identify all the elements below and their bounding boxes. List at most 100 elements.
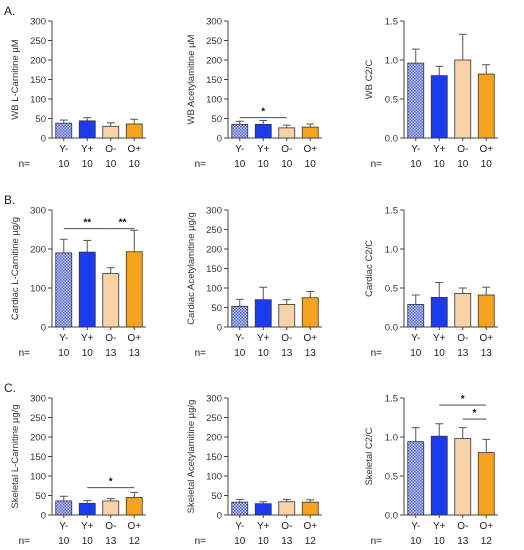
y-axis-label: WB Acetylamitine µM xyxy=(186,34,197,124)
y-tick-label: 1.0 xyxy=(385,433,398,444)
chart-panel: 0.0 0.5 1.0 1.5 WB C2/C Y- 10 Y+ 10 O- 10 O+ 10 n= xyxy=(364,17,498,170)
bar xyxy=(301,297,319,328)
y-axis-label: Cardiac Acetylamitine µg/g xyxy=(186,212,197,325)
bar xyxy=(477,294,495,328)
y-tick-label: 150 xyxy=(30,452,46,463)
x-tick-label: O+ xyxy=(127,144,141,155)
n-value-label: 13 xyxy=(105,536,117,547)
panel-label-b: B. xyxy=(4,193,16,207)
significance-label: ** xyxy=(119,218,127,229)
n-value-label: 10 xyxy=(434,536,446,547)
significance-label: ** xyxy=(83,218,91,229)
bar xyxy=(102,500,120,516)
y-tick-label: 100 xyxy=(206,472,222,483)
x-tick-label: Y- xyxy=(235,333,244,344)
n-value-label: 13 xyxy=(129,348,141,359)
n-prefix-label: n= xyxy=(195,159,207,170)
y-tick-label: 200 xyxy=(30,433,46,444)
x-tick-label: O- xyxy=(105,521,116,532)
bar xyxy=(301,126,319,139)
panel-label-c: C. xyxy=(4,381,16,395)
y-tick-label: 300 xyxy=(206,17,222,28)
x-tick-label: O- xyxy=(457,521,468,532)
y-tick-label: 150 xyxy=(206,452,222,463)
y-axis-label: WB C2/C xyxy=(364,60,375,100)
x-tick-label: Y- xyxy=(235,144,244,155)
x-tick-label: Y- xyxy=(235,521,244,532)
y-axis-label: Cardiac L-Carnitine µg/g xyxy=(10,217,21,320)
x-tick-label: O+ xyxy=(127,521,141,532)
bar xyxy=(407,303,425,328)
bar xyxy=(125,251,143,328)
bar xyxy=(125,123,143,139)
y-tick-label: 100 xyxy=(30,284,46,295)
n-value-label: 10 xyxy=(305,159,317,170)
n-value-label: 10 xyxy=(234,159,246,170)
x-tick-label: O+ xyxy=(479,144,493,155)
n-value-label: 10 xyxy=(105,159,117,170)
bar xyxy=(430,296,448,328)
chart-panel: 0 50 100 150 200 250 300 WB L-Carnitine µM Y- 10 Y… xyxy=(10,17,146,170)
n-prefix-label: n= xyxy=(195,348,207,359)
y-tick-label: 0 xyxy=(217,134,222,145)
x-tick-label: Y+ xyxy=(433,333,446,344)
y-tick-label: 200 xyxy=(206,56,222,67)
chart-panel: 0 50 100 150 200 250 300 WB Acetylamitine µM Y- 1… xyxy=(186,17,322,170)
bar xyxy=(454,438,472,516)
n-value-label: 10 xyxy=(410,159,422,170)
bar xyxy=(454,293,472,328)
y-tick-label: 200 xyxy=(206,433,222,444)
bar xyxy=(301,501,319,516)
y-tick-label: 250 xyxy=(206,225,222,236)
n-value-label: 10 xyxy=(82,536,94,547)
y-tick-label: 0 xyxy=(41,323,46,334)
significance-label: * xyxy=(261,107,265,118)
x-tick-label: O- xyxy=(105,144,116,155)
y-tick-label: 0 xyxy=(41,511,46,522)
bar xyxy=(231,123,249,139)
y-tick-label: 0 xyxy=(217,323,222,334)
n-value-label: 10 xyxy=(58,348,70,359)
n-value-label: 12 xyxy=(129,536,141,547)
n-value-label: 10 xyxy=(58,159,70,170)
n-value-label: 10 xyxy=(281,159,293,170)
bar xyxy=(254,503,272,516)
bar xyxy=(407,441,425,516)
n-value-label: 13 xyxy=(457,536,469,547)
n-value-label: 13 xyxy=(281,536,293,547)
x-tick-label: Y+ xyxy=(81,521,94,532)
n-value-label: 10 xyxy=(410,536,422,547)
n-prefix-label: n= xyxy=(371,536,383,547)
bar xyxy=(231,305,249,328)
bar xyxy=(254,299,272,328)
panel-label-a: A. xyxy=(4,4,16,18)
y-tick-label: 1.5 xyxy=(385,17,398,28)
y-tick-label: 0.0 xyxy=(385,134,398,145)
y-tick-label: 0 xyxy=(217,511,222,522)
significance-label: * xyxy=(109,477,113,488)
n-value-label: 13 xyxy=(281,348,293,359)
bar xyxy=(278,501,296,516)
n-value-label: 10 xyxy=(82,348,94,359)
x-tick-label: Y+ xyxy=(257,144,270,155)
x-tick-label: O- xyxy=(457,144,468,155)
bar xyxy=(477,452,495,516)
x-tick-label: O+ xyxy=(127,333,141,344)
y-tick-label: 200 xyxy=(30,245,46,256)
y-tick-label: 0.5 xyxy=(385,95,398,106)
x-tick-label: O+ xyxy=(303,521,317,532)
y-axis-label: Skeletal L-Carnitine µg/g xyxy=(10,404,21,508)
y-tick-label: 250 xyxy=(206,413,222,424)
n-value-label: 12 xyxy=(305,536,317,547)
chart-panel: 0 50 100 150 200 250 300 Skeletal L-Carnitine µ… xyxy=(10,394,146,547)
bar xyxy=(55,252,73,328)
x-tick-label: Y- xyxy=(411,333,420,344)
y-tick-label: 0.0 xyxy=(385,511,398,522)
y-tick-label: 100 xyxy=(206,284,222,295)
y-tick-label: 50 xyxy=(211,303,222,314)
chart-panel: 0.0 0.5 1.0 1.5 Cardiac C2/C Y- 10 Y+ 10 O- 13 O+ 13… xyxy=(364,206,498,359)
n-value-label: 10 xyxy=(410,348,422,359)
n-prefix-label: n= xyxy=(19,159,31,170)
n-value-label: 10 xyxy=(434,159,446,170)
x-tick-label: Y+ xyxy=(433,521,446,532)
